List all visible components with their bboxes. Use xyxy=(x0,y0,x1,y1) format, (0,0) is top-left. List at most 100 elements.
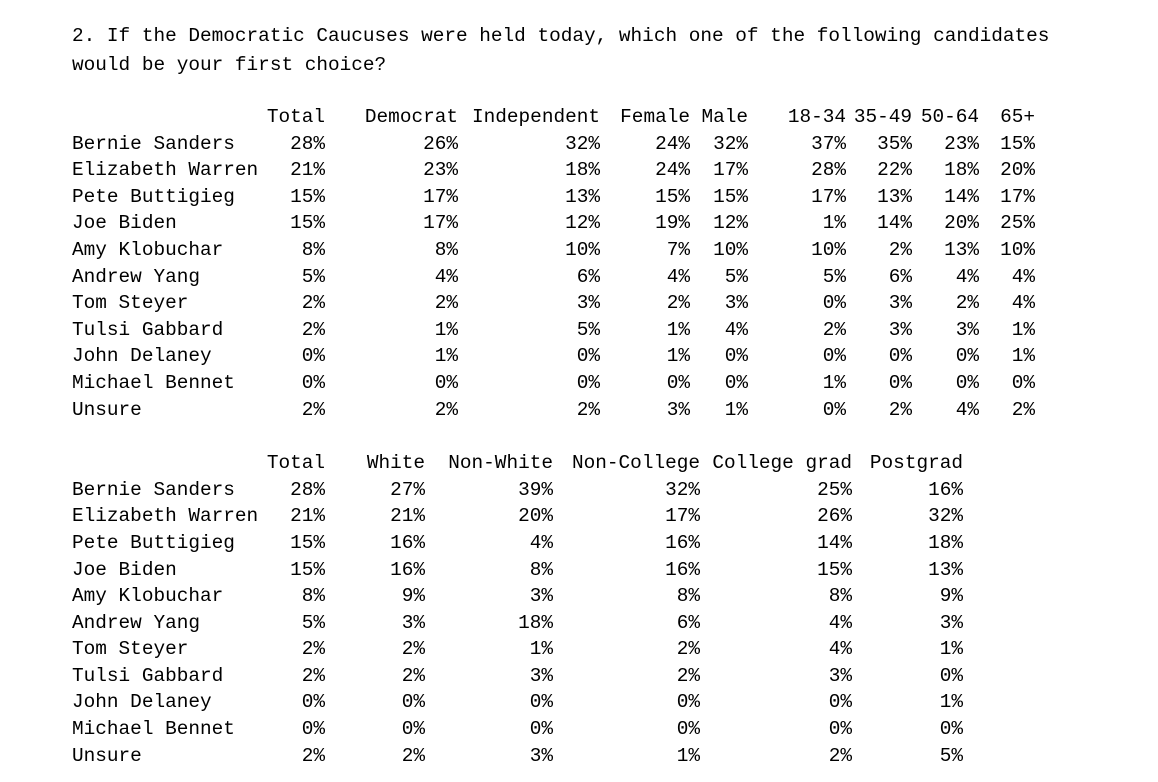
poll-value: 2% xyxy=(888,398,912,421)
poll-value: 8% xyxy=(676,585,700,608)
table-row: Amy Klobuchar 8% 9% 3% 8% 8% 9% xyxy=(72,583,963,610)
poll-value: 3% xyxy=(576,292,600,315)
poll-value: 0% xyxy=(301,691,325,714)
poll-value: 1% xyxy=(434,318,458,341)
poll-value: 28% xyxy=(811,159,846,182)
poll-value: 20% xyxy=(944,212,979,235)
poll-value: 9% xyxy=(939,585,963,608)
poll-value: 4% xyxy=(666,265,690,288)
column-header: 65+ xyxy=(1000,106,1035,128)
poll-value: 0% xyxy=(724,345,748,368)
poll-value: 2% xyxy=(301,744,325,767)
table-row: Joe Biden 15% 17% 12% 19% 12% 1% 14% 20% 25% xyxy=(72,210,1035,237)
table-row: Bernie Sanders 28% 26% 32% 24% 32% 37% 35% 23% 15… xyxy=(72,131,1035,158)
column-header: College grad xyxy=(712,452,852,475)
poll-value: 3% xyxy=(888,318,912,341)
candidate-name: Andrew Yang xyxy=(72,611,200,634)
poll-value: 2% xyxy=(301,292,325,315)
poll-value: 16% xyxy=(665,531,700,554)
candidate-name: Tom Steyer xyxy=(72,292,189,315)
poll-value: 19% xyxy=(655,212,690,235)
poll-value: 2% xyxy=(401,744,425,767)
poll-value: 32% xyxy=(565,132,600,155)
poll-value: 28% xyxy=(290,478,325,501)
poll-value: 17% xyxy=(423,212,458,235)
candidate-name: Joe Biden xyxy=(72,558,177,581)
poll-value: 18% xyxy=(944,159,979,182)
poll-value: 4% xyxy=(955,265,979,288)
poll-value: 9% xyxy=(401,585,425,608)
table-row: Pete Buttigieg 15% 17% 13% 15% 15% 17% 13% 14% 17… xyxy=(72,184,1035,211)
header-row: Total Democrat Independent Female Male 18-34 3… xyxy=(72,104,1035,131)
poll-value: 16% xyxy=(665,558,700,581)
poll-value: 0% xyxy=(955,345,979,368)
poll-value: 3% xyxy=(724,292,748,315)
poll-value: 0% xyxy=(676,691,700,714)
poll-value: 28% xyxy=(290,132,325,155)
poll-value: 10% xyxy=(811,238,846,261)
poll-value: 2% xyxy=(955,292,979,315)
poll-value: 13% xyxy=(928,558,963,581)
poll-value: 17% xyxy=(811,185,846,208)
poll-value: 6% xyxy=(888,265,912,288)
table-row: Tom Steyer 2% 2% 1% 2% 4% 1% xyxy=(72,636,963,663)
poll-value: 0% xyxy=(301,718,325,741)
poll-value: 16% xyxy=(390,558,425,581)
poll-value: 0% xyxy=(828,718,852,741)
poll-value: 10% xyxy=(565,238,600,261)
poll-value: 0% xyxy=(939,718,963,741)
poll-value: 15% xyxy=(290,212,325,235)
poll-value: 0% xyxy=(822,345,846,368)
table-row: John Delaney 0% 0% 0% 0% 0% 1% xyxy=(72,689,963,716)
table-row: Joe Biden 15% 16% 8% 16% 15% 13% xyxy=(72,557,963,584)
column-header: Total xyxy=(266,106,325,128)
poll-value: 0% xyxy=(666,371,690,394)
candidate-name: Michael Bennet xyxy=(72,718,235,741)
poll-value: 25% xyxy=(817,478,852,501)
candidate-name: Bernie Sanders xyxy=(72,132,235,155)
poll-value: 18% xyxy=(928,531,963,554)
poll-value: 4% xyxy=(434,265,458,288)
table-row: Unsure 2% 2% 2% 3% 1% 0% 2% 4% 2% xyxy=(72,397,1035,424)
poll-value: 17% xyxy=(1000,185,1035,208)
poll-value: 13% xyxy=(877,185,912,208)
poll-value: 0% xyxy=(828,691,852,714)
poll-value: 3% xyxy=(888,292,912,315)
poll-value: 2% xyxy=(576,398,600,421)
poll-value: 16% xyxy=(928,478,963,501)
poll-value: 5% xyxy=(939,744,963,767)
table-row: Elizabeth Warren 21% 23% 18% 24% 17% 28% 22% 18%… xyxy=(72,157,1035,184)
poll-value: 0% xyxy=(1011,371,1035,394)
poll-value: 14% xyxy=(877,212,912,235)
poll-value: 21% xyxy=(290,159,325,182)
poll-value: 1% xyxy=(1011,345,1035,368)
crosstab-table-party-gender-age: Total Democrat Independent Female Male 18-34 3… xyxy=(72,104,1035,423)
poll-value: 0% xyxy=(955,371,979,394)
poll-value: 3% xyxy=(828,664,852,687)
poll-value: 4% xyxy=(529,531,553,554)
poll-value: 32% xyxy=(665,478,700,501)
poll-value: 2% xyxy=(401,638,425,661)
column-header: Non-White xyxy=(448,452,553,475)
poll-value: 0% xyxy=(434,371,458,394)
poll-value: 23% xyxy=(423,159,458,182)
poll-value: 0% xyxy=(529,718,553,741)
poll-value: 21% xyxy=(290,505,325,528)
poll-value: 0% xyxy=(576,345,600,368)
candidate-name: Elizabeth Warren xyxy=(72,505,259,528)
candidate-name: John Delaney xyxy=(72,691,212,714)
poll-value: 0% xyxy=(301,345,325,368)
poll-value: 0% xyxy=(822,398,846,421)
column-header: 35-49 xyxy=(853,106,912,128)
candidate-name: John Delaney xyxy=(72,345,212,368)
poll-value: 39% xyxy=(518,478,553,501)
poll-value: 1% xyxy=(676,744,700,767)
table-body: Bernie Sanders 28% 27% 39% 32% 25% 16% Elizabet… xyxy=(72,477,963,770)
poll-value: 2% xyxy=(434,398,458,421)
poll-value: 15% xyxy=(290,531,325,554)
column-header: Total xyxy=(266,452,325,475)
table-row: Andrew Yang 5% 3% 18% 6% 4% 3% xyxy=(72,610,963,637)
poll-value: 8% xyxy=(434,238,458,261)
poll-value: 14% xyxy=(944,185,979,208)
poll-value: 2% xyxy=(828,744,852,767)
